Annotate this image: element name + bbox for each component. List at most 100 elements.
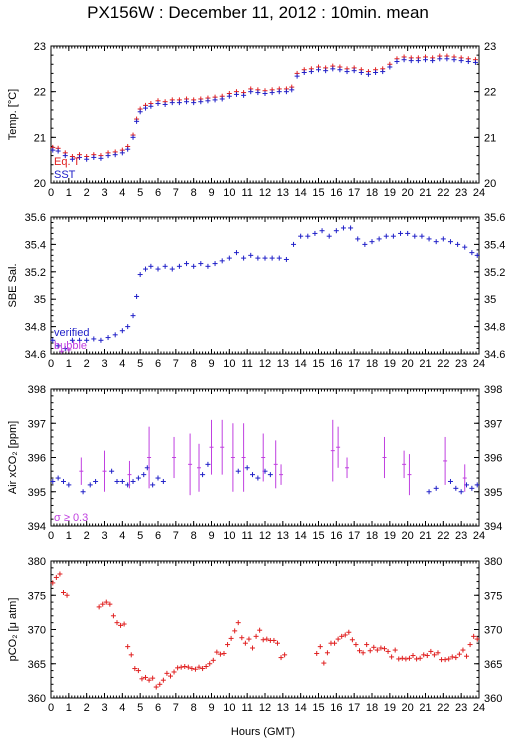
x-tick-label: 20 [402,358,414,370]
x-tick-label: 23 [455,358,467,370]
x-tick-label: 12 [259,358,271,370]
x-tick-label: 22 [437,530,449,542]
x-tick-label: 14 [295,187,307,199]
x-tick-label: 21 [419,187,431,199]
x-tick-label: 15 [312,530,324,542]
y-tick-label-right: 375 [484,590,502,602]
y-tick-label-right: 380 [484,556,502,568]
y-tick-label-right: 365 [484,659,502,671]
x-tick-label: 14 [295,702,307,714]
y-tick-label-right: 360 [484,693,502,705]
x-tick-label: 12 [259,530,271,542]
x-tick-label: 22 [437,358,449,370]
x-tick-label: 6 [155,358,161,370]
chart-panel-3: 0 1 2 3 4 5 6 7 8 9 10 11 12 13 14 15 16 17 18 19 20 21 22 23 24… [7,384,502,542]
chart-panel-1: 0 1 2 3 4 5 6 7 8 9 10 11 12 13 14 15 16 17 18 19 20 21 22 23 24… [7,41,496,199]
x-tick-label: 18 [366,187,378,199]
y-tick-label-left: 35 [34,294,46,306]
x-tick-label: 1 [66,187,72,199]
chart-panel-2: 0 1 2 3 4 5 6 7 8 9 10 11 12 13 14 15 16 17 18 19 20 21 22 23 24… [7,212,505,370]
x-tick-label: 8 [191,702,197,714]
x-tick-label: 19 [384,187,396,199]
x-tick-label: 7 [173,702,179,714]
y-tick-label-right: 23 [484,41,496,53]
y-tick-label-right: 394 [484,521,502,533]
x-tick-label: 2 [84,702,90,714]
x-tick-label: 21 [419,702,431,714]
y-tick-label-left: 34.6 [25,349,46,361]
y-tick-label-left: 360 [28,693,46,705]
y-tick-label-left: 35.4 [25,239,46,251]
x-tick-label: 8 [191,358,197,370]
y-tick-label-left: 21 [34,132,46,144]
x-tick-label: 20 [402,530,414,542]
y-tick-label-left: 20 [34,178,46,190]
x-tick-label: 17 [348,187,360,199]
y-tick-label-right: 20 [484,178,496,190]
x-tick-label: 7 [173,530,179,542]
x-tick-label: 10 [223,530,235,542]
x-tick-label: 4 [119,702,125,714]
series [50,461,480,495]
x-tick-label: 13 [277,530,289,542]
series [50,53,478,160]
x-tick-label: 5 [137,702,143,714]
x-tick-label: 4 [119,530,125,542]
x-axis-label: Hours (GMT) [231,726,295,738]
series [79,419,467,496]
x-tick-label: 12 [259,187,271,199]
x-tick-label: 22 [437,187,449,199]
y-axis-label: Temp. [°C] [7,89,19,140]
x-tick-label: 16 [330,187,342,199]
x-tick-label: 3 [101,187,107,199]
x-tick-label: 11 [241,530,252,542]
y-axis-label: Air xCO₂ [ppm] [7,421,19,494]
plot-frame [50,560,480,699]
chart-panel-4: 0 1 2 3 4 5 6 7 8 9 10 11 12 13 14 15 16 17 18 19 20 21 22 23 24… [7,556,502,714]
legend-entry: Eq. T [54,156,80,168]
plot-frame [50,45,480,184]
x-tick-label: 15 [312,358,324,370]
x-tick-label: 4 [119,358,125,370]
y-tick-label-right: 35 [484,294,496,306]
y-tick-label-left: 35.6 [25,212,46,224]
x-tick-label: 12 [259,702,271,714]
y-tick-label-right: 21 [484,132,496,144]
x-tick-label: 0 [48,702,54,714]
y-tick-label-left: 380 [28,556,46,568]
y-tick-label-right: 22 [484,87,496,99]
x-tick-label: 8 [191,530,197,542]
x-tick-label: 13 [277,358,289,370]
x-tick-label: 23 [455,187,467,199]
x-tick-label: 11 [241,358,252,370]
x-tick-label: 14 [295,358,307,370]
y-tick-label-left: 375 [28,590,46,602]
x-tick-label: 13 [277,702,289,714]
x-tick-label: 16 [330,358,342,370]
x-tick-label: 2 [84,530,90,542]
x-tick-label: 18 [366,702,378,714]
y-tick-label-right: 395 [484,487,502,499]
x-tick-label: 5 [137,358,143,370]
x-tick-label: 24 [473,702,485,714]
x-tick-label: 18 [366,530,378,542]
x-tick-label: 0 [48,358,54,370]
x-tick-label: 13 [277,187,289,199]
y-tick-label-right: 396 [484,453,502,465]
y-tick-label-left: 22 [34,87,46,99]
x-tick-label: 3 [101,530,107,542]
y-tick-label-left: 365 [28,659,46,671]
x-tick-label: 16 [330,530,342,542]
y-tick-label-left: 398 [28,384,46,396]
x-tick-label: 16 [330,702,342,714]
panels: 0 1 2 3 4 5 6 7 8 9 10 11 12 13 14 15 16 17 18 19 20 21 22 23 24… [7,41,505,714]
legend-entry: SST [54,169,76,181]
x-tick-label: 21 [419,358,431,370]
x-tick-label: 19 [384,530,396,542]
series [50,56,478,162]
x-tick-label: 10 [223,702,235,714]
x-tick-label: 0 [48,187,54,199]
series [50,225,480,352]
x-tick-label: 19 [384,702,396,714]
